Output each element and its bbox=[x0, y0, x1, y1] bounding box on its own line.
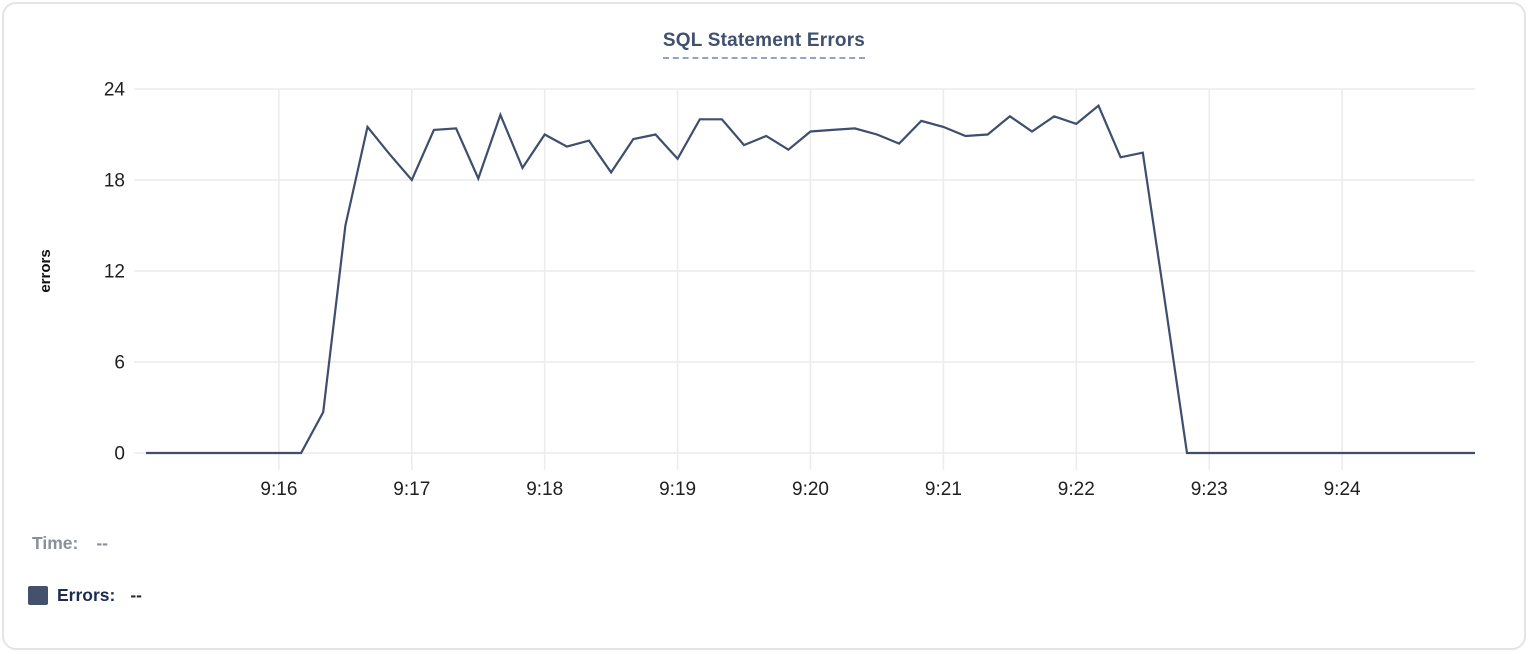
y-tick-label: 12 bbox=[104, 262, 125, 283]
legend-errors-value: -- bbox=[130, 584, 143, 605]
x-tick-label: 9:23 bbox=[1191, 479, 1228, 500]
errors-series-line bbox=[146, 103, 1475, 455]
legend-time-value: -- bbox=[96, 532, 109, 553]
x-tick-label: 9:24 bbox=[1324, 479, 1361, 500]
x-tick-label: 9:21 bbox=[925, 479, 962, 500]
x-tick-label: 9:19 bbox=[659, 479, 696, 500]
chart-header: SQL Statement Errors bbox=[4, 30, 1524, 59]
y-tick-label: 0 bbox=[114, 444, 125, 465]
errors-series-swatch bbox=[28, 585, 48, 605]
legend-errors-label: Errors: bbox=[57, 584, 116, 605]
x-tick-label: 9:17 bbox=[393, 479, 430, 500]
chart-title[interactable]: SQL Statement Errors bbox=[662, 30, 866, 59]
x-tick-label: 9:16 bbox=[260, 479, 297, 500]
y-tick-label: 18 bbox=[104, 171, 125, 192]
x-tick-label: 9:20 bbox=[792, 479, 829, 500]
legend-time-row: Time: -- bbox=[28, 532, 142, 554]
y-tick-label: 6 bbox=[114, 353, 125, 374]
chart-legend: Time: -- Errors: -- bbox=[28, 532, 142, 606]
legend-errors-row[interactable]: Errors: -- bbox=[28, 584, 142, 606]
x-tick-label: 9:22 bbox=[1058, 479, 1095, 500]
legend-time-label: Time: bbox=[32, 532, 79, 553]
x-tick-label: 9:18 bbox=[526, 479, 563, 500]
errors-line-chart: 0 6 12 18 24 9:16 9:17 9:18 9:19 9:20 9:21 9:22 9:23… bbox=[37, 80, 1475, 500]
y-axis-title: errors bbox=[37, 249, 54, 292]
y-tick-label: 24 bbox=[104, 80, 126, 101]
